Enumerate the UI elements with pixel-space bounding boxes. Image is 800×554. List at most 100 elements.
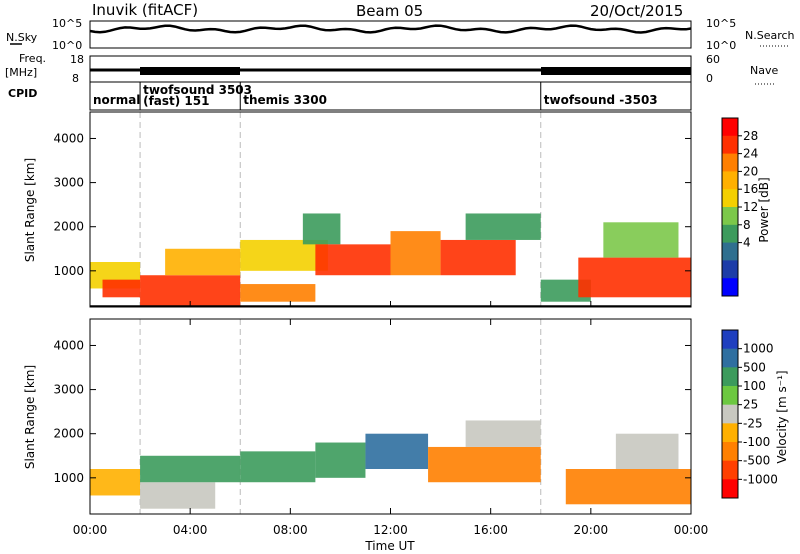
power-ytick-label-0: 4000: [53, 131, 84, 145]
power-cell-8: [390, 231, 441, 276]
velocity-yticks: 4000 3000 2000 1000: [53, 338, 691, 485]
nave-ytick-top: 60: [706, 53, 720, 66]
cpid-themis-text: themis 3300: [243, 93, 327, 107]
velocity-colorbar-swatch-6: [722, 442, 738, 462]
power-colorbar-swatch-6: [722, 224, 738, 244]
power-colorbar-swatch-8: [722, 260, 738, 279]
power-cell-1: [102, 279, 141, 298]
nave-label: Nave: [750, 64, 778, 77]
velocity-cell-6: [428, 446, 541, 483]
velocity-cell-0: [90, 469, 141, 496]
nsky-trace: [89, 24, 692, 34]
velocity-colorbar-swatch-5: [722, 423, 738, 443]
x-tick-label-4: 16:00: [473, 523, 508, 537]
nave-block-1: [140, 67, 240, 75]
power-colorbar-swatch-1: [722, 135, 738, 155]
velocity-colorbar-swatch-4: [722, 404, 738, 424]
power-ytick-label-1: 3000: [53, 176, 84, 190]
velocity-cell-8: [565, 469, 691, 505]
power-cell-12: [578, 257, 691, 298]
nave-block-2: [541, 67, 691, 75]
velocity-ylabel: Slant Range [km]: [23, 365, 37, 469]
nsearch-label: N.Search: [745, 29, 795, 42]
cpid-normal-text: normal: [93, 93, 140, 107]
power-cell-4: [240, 284, 316, 302]
station-title: Inuvik (fitACF): [92, 1, 198, 19]
power-ytick-label-2: 2000: [53, 220, 84, 234]
velocity-colorbar-label-7: -1000: [743, 472, 778, 486]
velocity-colorbar-label-5: -100: [743, 435, 770, 449]
freq-unit: [MHz]: [5, 66, 37, 79]
x-tick-label-6: 00:00: [674, 523, 709, 537]
power-yticks: 4000 3000 2000 1000: [53, 131, 691, 278]
velocity-cell-7: [465, 420, 541, 447]
velocity-colorbar-swatch-0: [722, 330, 738, 350]
nsearch-ytick-top: 10^5: [706, 17, 736, 30]
power-cell-2: [140, 275, 241, 307]
power-colorbar-label-0: 28: [743, 129, 758, 143]
power-ytick-label-3: 1000: [53, 264, 84, 278]
velocity-colorbar-label-0: 1000: [743, 342, 774, 356]
power-cell-3: [165, 248, 241, 276]
velocity-colorbar-swatch-8: [722, 479, 738, 499]
power-cell-9: [440, 239, 516, 276]
velocity-colorbar-swatch-3: [722, 386, 738, 406]
velocity-cells: [90, 319, 691, 514]
power-cell-5: [240, 239, 328, 271]
power-colorbar-label-1: 24: [743, 147, 758, 161]
velocity-colorbar-label-2: 100: [743, 379, 766, 393]
power-colorbar-swatch-3: [722, 171, 738, 190]
power-colorbar-label-3: 16: [743, 182, 758, 196]
velocity-colorbar-swatch-2: [722, 367, 738, 387]
velocity-ytick-label-3: 1000: [53, 471, 84, 485]
power-cells: [90, 112, 691, 307]
velocity-ytick-label-1: 3000: [53, 383, 84, 397]
power-colorbar-label-6: 4: [743, 236, 751, 250]
velocity-colorbar-swatch-7: [722, 460, 738, 480]
power-colorbar-label-2: 20: [743, 164, 758, 178]
velocity-cell-1: [140, 482, 216, 509]
date-title: 20/Oct/2015: [590, 2, 683, 20]
x-axis-ticks: 00:00 04:00 08:00 12:00 16:00 20:00 00:00: [73, 301, 709, 537]
x-tick-label-2: 08:00: [273, 523, 308, 537]
cpid-twofsound-text: twofsound 3503: [143, 83, 252, 97]
nsky-label: N.Sky: [6, 31, 38, 44]
cpid-panel-frame: [89, 81, 692, 111]
freq-ytick-bottom: 8: [72, 72, 79, 85]
cpid-twofsound2-text: twofsound -3503: [544, 93, 658, 107]
power-colorbar-swatch-7: [722, 242, 738, 261]
power-cell-6: [302, 213, 341, 245]
x-axis-label: Time UT: [364, 539, 415, 553]
velocity-cell-2: [140, 455, 241, 483]
nsearch-ytick-bottom: 10^0: [706, 39, 736, 52]
nsky-ytick-top: 10^5: [52, 17, 82, 30]
velocity-colorbar-swatch-1: [722, 348, 738, 368]
velocity-cell-4: [315, 442, 366, 478]
nave-ytick-bottom: 0: [706, 72, 713, 85]
power-cell-7: [315, 244, 391, 276]
power-colorbar-label-4: 12: [743, 200, 758, 214]
x-tick-label-3: 12:00: [373, 523, 408, 537]
power-cell-13: [603, 222, 679, 258]
velocity-cell-5: [365, 433, 429, 469]
power-colorbar-swatch-2: [722, 153, 738, 172]
velocity-ytick-label-0: 4000: [53, 338, 84, 352]
nsky-panel-frame: [89, 20, 692, 49]
x-tick-label-0: 00:00: [73, 523, 108, 537]
freq-label: Freq.: [19, 52, 46, 65]
cpid-twofsound-sub: (fast) 151: [143, 94, 209, 108]
power-colorbar-label: Power [dB]: [757, 177, 771, 242]
power-colorbar-label-5: 8: [743, 218, 751, 232]
velocity-colorbar-label-3: 25: [743, 398, 758, 412]
cpid-label: CPID: [8, 87, 37, 100]
power-cell-10: [465, 213, 541, 240]
x-tick-label-5: 20:00: [574, 523, 609, 537]
power-colorbar-swatch-4: [722, 189, 738, 208]
velocity-cell-3: [240, 451, 316, 483]
power-colorbar-swatch-0: [722, 118, 738, 137]
velocity-colorbar-frame: [721, 329, 739, 499]
power-colorbar-swatch-9: [722, 278, 738, 297]
velocity-colorbar: 1000 500 100 25 -25 -100 -500 -1000: [721, 329, 778, 499]
